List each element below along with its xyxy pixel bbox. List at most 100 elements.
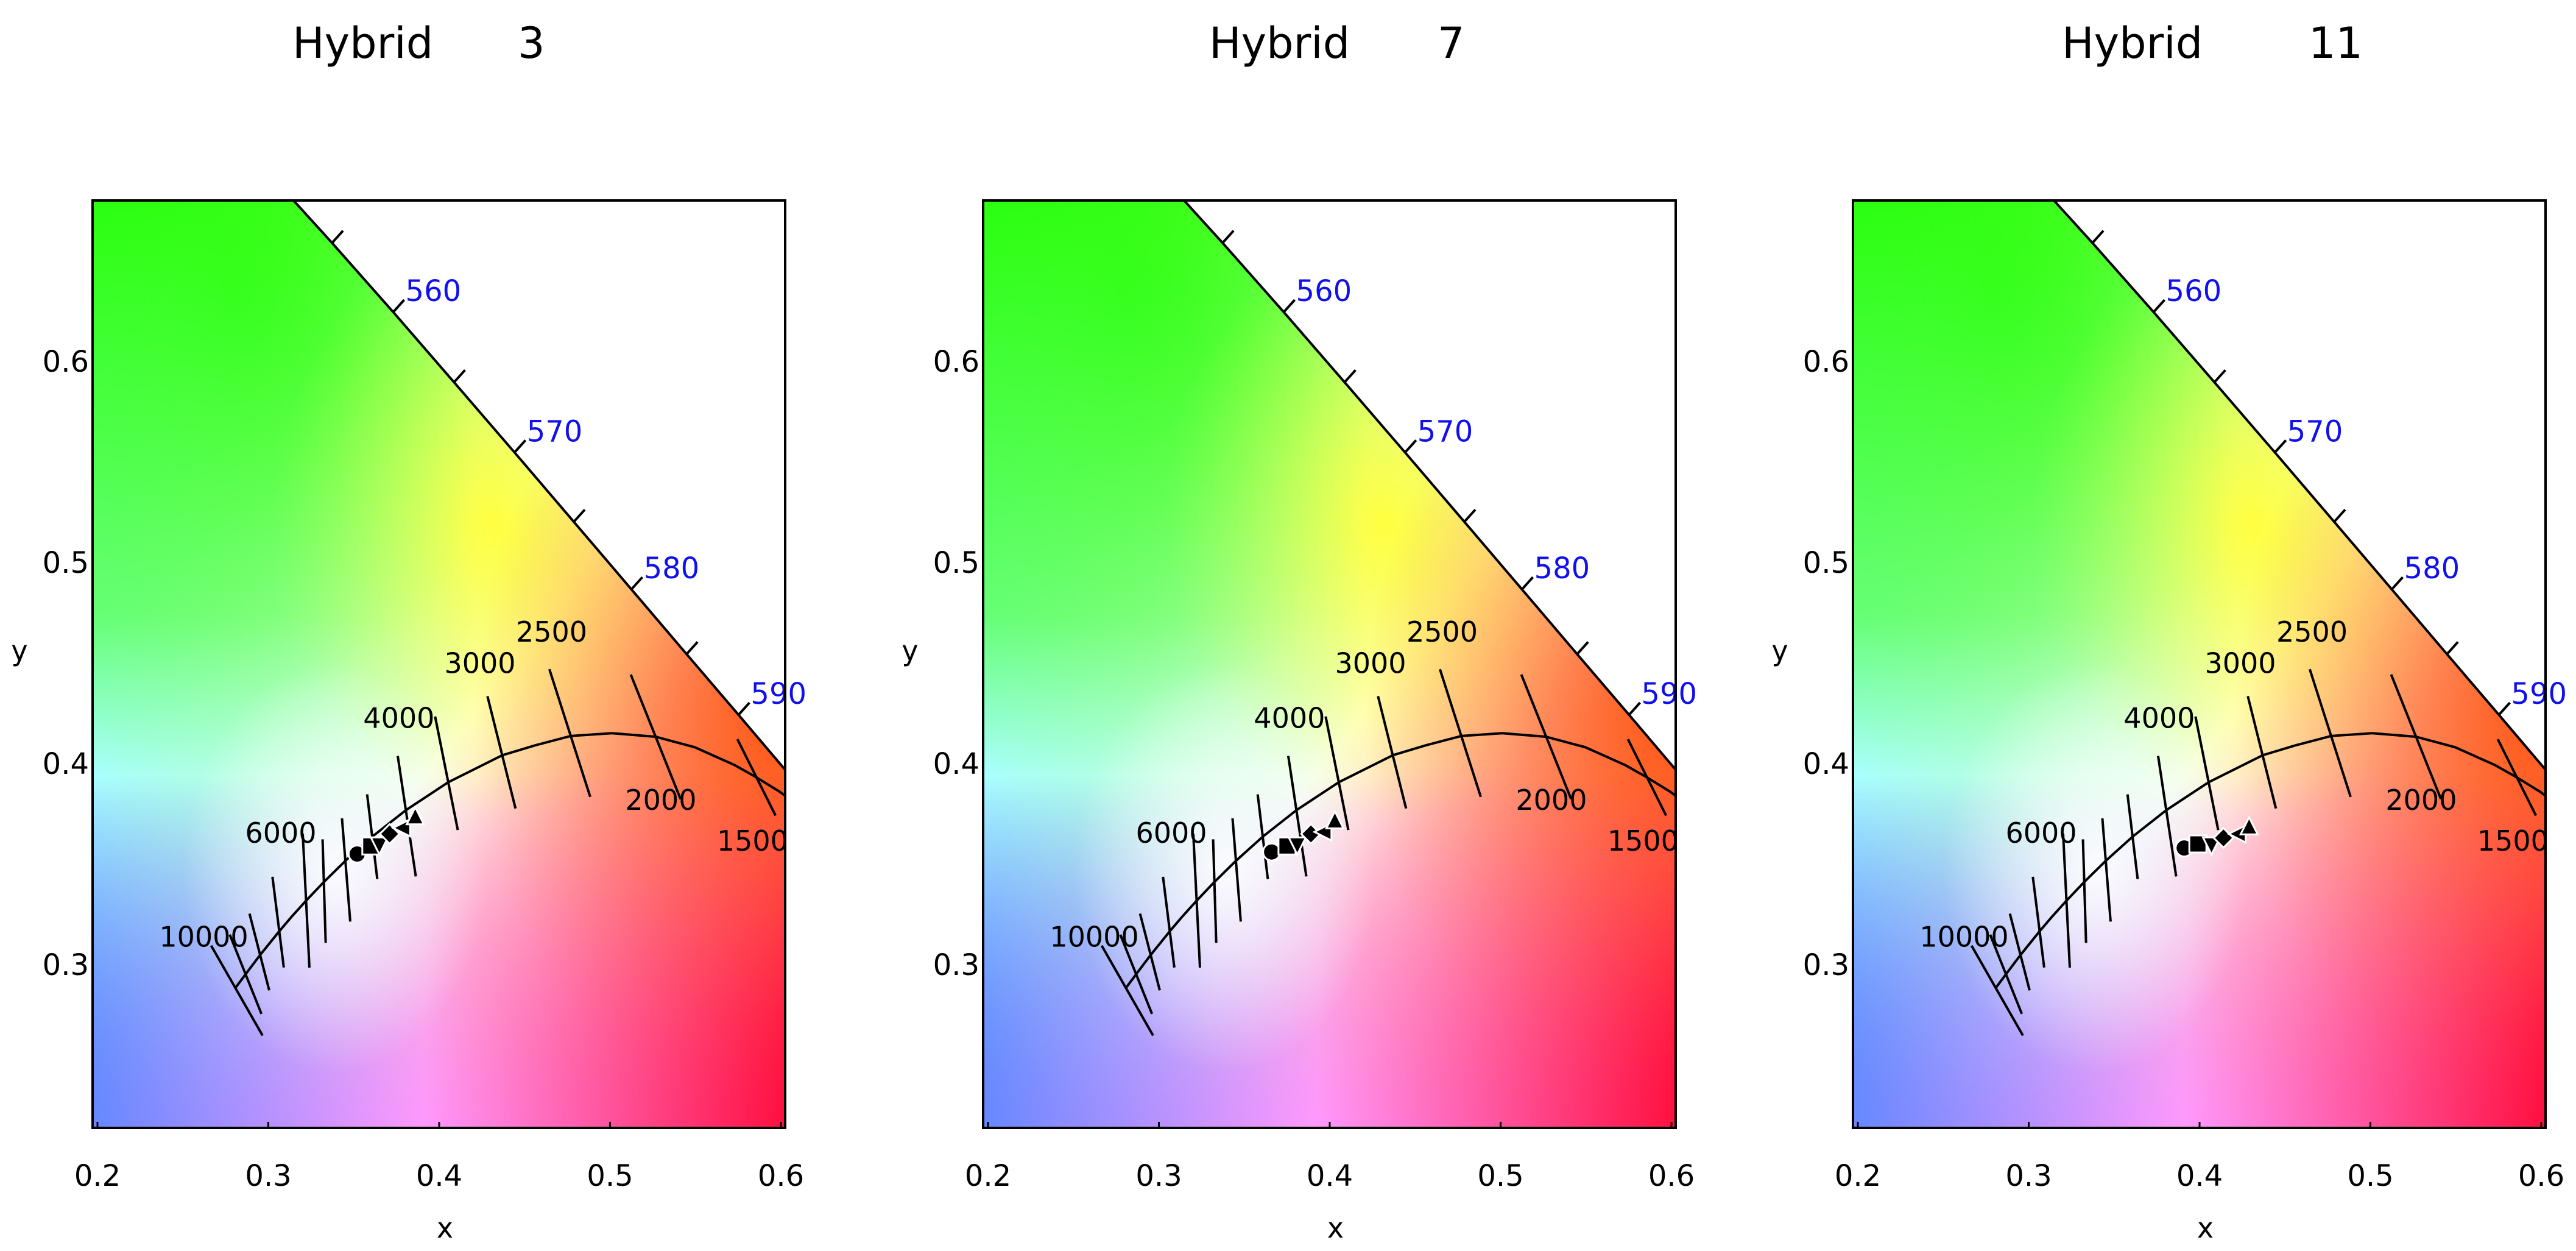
wavelength-tick [2333, 509, 2346, 523]
isotherm-line [2246, 695, 2278, 809]
isotherm-line [2008, 913, 2031, 991]
isotherm-line [736, 739, 777, 817]
wavelength-tick [573, 509, 586, 523]
wavelength-tick [685, 641, 699, 655]
cct-label: 1500 [1607, 824, 1679, 857]
cct-label: 3000 [445, 647, 516, 679]
isotherm-line [271, 876, 285, 968]
title-number: 11 [2309, 18, 2363, 68]
isotherm-line [1377, 695, 1408, 809]
marker-down-triangle [1287, 836, 1308, 857]
cct-label: 2000 [1516, 784, 1587, 817]
x-tick-label: 0.2 [74, 1159, 121, 1193]
x-tick-label: 0.5 [1477, 1159, 1523, 1193]
x-tick-label: 0.3 [2005, 1159, 2052, 1193]
cct-label: 2500 [516, 615, 587, 648]
wavelength-tick [2213, 369, 2226, 383]
wavelength-label: 570 [527, 414, 583, 448]
isotherm-line [248, 913, 270, 991]
wavelength-tick [1343, 369, 1357, 383]
wavelength-tick [392, 299, 406, 313]
x-axis-label: x [1327, 1211, 1344, 1244]
wavelength-tick [1283, 299, 1296, 313]
isotherm-line [2061, 834, 2071, 968]
isotherm-line [1970, 944, 2024, 1037]
isotherm-line [2156, 756, 2178, 877]
wavelength-tick [453, 369, 466, 383]
isotherm-line [1212, 839, 1218, 943]
isotherm-line [1324, 716, 1350, 831]
x-tick-label: 0.4 [1307, 1159, 1353, 1193]
isotherm-line [2309, 668, 2352, 798]
cct-label: 10000 [1050, 920, 1138, 953]
wavelength-label: 580 [644, 551, 700, 586]
wavelength-tick [737, 701, 750, 716]
isotherm-line [1191, 834, 1201, 968]
wavelength-tick [630, 576, 644, 590]
cct-label: 6000 [1135, 817, 1207, 849]
spectral-locus [292, 200, 785, 772]
wavelength-tick [2497, 701, 2511, 716]
wavelength-label: 590 [1641, 677, 1697, 711]
cct-label: 4000 [363, 702, 434, 735]
cct-label: 3000 [2205, 647, 2276, 679]
cct-label: 10000 [159, 920, 248, 953]
isotherm-line [1520, 674, 1573, 799]
isotherm-line [434, 716, 459, 831]
isotherm-line [321, 839, 327, 943]
isotherm-line [2194, 716, 2220, 831]
isotherm-line [1138, 913, 1161, 991]
title-word: Hybrid [2062, 18, 2203, 68]
wavelength-label: 580 [1534, 551, 1590, 586]
cct-label: 4000 [1254, 702, 1325, 735]
y-axis-label: y [1771, 634, 1788, 667]
y-tick-label: 0.3 [933, 948, 979, 982]
wavelength-label: 580 [2404, 551, 2460, 586]
y-tick-label: 0.6 [1803, 345, 1849, 379]
panel-title: Hybrid 3 [292, 18, 545, 68]
x-tick-label: 0.3 [245, 1159, 291, 1193]
isotherm-line [2101, 818, 2112, 922]
isotherm-line [548, 668, 591, 798]
title-word: Hybrid [1209, 18, 1350, 68]
y-tick-label: 0.5 [933, 546, 979, 580]
marker-down-triangle [369, 836, 390, 857]
marker-up-triangle [2239, 815, 2259, 835]
cct-label: 1500 [717, 824, 788, 857]
marker-left-triangle [390, 818, 411, 838]
isotherm-line [486, 695, 517, 809]
isotherm-line [1989, 934, 2024, 1015]
wavelength-tick [1404, 439, 1417, 453]
x-tick-label: 0.4 [416, 1159, 462, 1193]
cct-label: 6000 [2005, 817, 2077, 849]
x-tick-label: 0.6 [1648, 1159, 1695, 1193]
wavelength-tick [1521, 576, 1534, 590]
wavelength-tick [2091, 230, 2105, 244]
isotherm-line [2031, 876, 2045, 968]
y-tick-label: 0.5 [1803, 546, 1849, 580]
data-markers [347, 805, 426, 863]
isotherm-line [2126, 794, 2139, 879]
y-tick-label: 0.3 [43, 948, 89, 982]
title-word: Hybrid [292, 18, 433, 68]
wavelength-tick [2391, 576, 2404, 590]
x-axis-label: x [437, 1211, 453, 1244]
cct-label: 2000 [625, 784, 696, 817]
cct-label: 1500 [2477, 824, 2549, 857]
x-tick-label: 0.5 [2347, 1159, 2393, 1193]
cct-label: 10000 [1919, 920, 2008, 953]
isotherm-line [228, 934, 263, 1015]
x-tick-label: 0.2 [1835, 1159, 1881, 1193]
x-tick-label: 0.6 [2518, 1159, 2564, 1193]
x-tick-label: 0.3 [1135, 1159, 1182, 1193]
wavelength-tick [1576, 641, 1589, 655]
isotherm-line [1119, 934, 1154, 1015]
isotherm-line [2496, 739, 2537, 817]
cct-label: 2000 [2385, 784, 2457, 817]
wavelength-label: 560 [2166, 274, 2222, 308]
marker-down-triangle [2201, 836, 2222, 857]
x-tick-label: 0.6 [758, 1159, 804, 1193]
